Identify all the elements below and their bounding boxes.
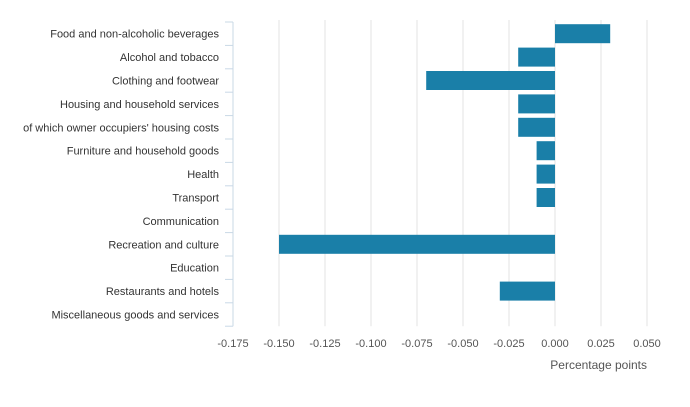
category-label: Health [187, 169, 219, 181]
category-label: Furniture and household goods [67, 146, 220, 158]
x-tick-label: -0.025 [493, 338, 524, 350]
bar[interactable] [536, 141, 555, 161]
x-tick-label: 0.000 [541, 338, 569, 350]
x-tick-label: -0.100 [355, 338, 386, 350]
category-label: Communication [143, 216, 219, 228]
category-axis [225, 21, 234, 327]
bar[interactable] [536, 188, 555, 207]
bar[interactable] [518, 94, 555, 114]
category-label: Clothing and footwear [112, 76, 219, 88]
bar[interactable] [555, 24, 611, 44]
category-label: Recreation and culture [108, 239, 219, 251]
x-tick-label: -0.050 [447, 338, 478, 350]
category-label: Alcohol and tobacco [120, 52, 219, 64]
category-label: Transport [172, 193, 219, 205]
bar[interactable] [499, 281, 555, 301]
category-label: Restaurants and hotels [106, 286, 220, 298]
bar[interactable] [536, 164, 555, 184]
x-tick-label: -0.175 [217, 338, 248, 350]
category-label: Food and non-alcoholic beverages [50, 29, 219, 41]
x-axis-title: Percentage points [550, 358, 647, 372]
category-labels: Food and non-alcoholic beverages Alcohol … [23, 29, 219, 322]
category-label: Education [170, 263, 219, 275]
bar[interactable] [279, 234, 555, 254]
bar[interactable] [518, 47, 555, 67]
category-label: of which owner occupiers' housing costs [23, 122, 219, 134]
bar[interactable] [426, 71, 555, 90]
x-tick-label: -0.125 [309, 338, 340, 350]
category-label: Housing and household services [60, 99, 219, 111]
bar[interactable] [518, 117, 555, 137]
x-tick-label: 0.050 [633, 338, 661, 350]
grid-lines [278, 20, 648, 327]
x-tick-label: 0.025 [587, 338, 615, 350]
x-tick-labels: -0.175 -0.150 -0.125 -0.100 -0.075 -0.050 -0.0… [217, 338, 660, 350]
bars [279, 24, 611, 301]
category-label: Miscellaneous goods and services [51, 310, 219, 322]
x-tick-label: -0.075 [401, 338, 432, 350]
x-tick-label: -0.150 [263, 338, 294, 350]
